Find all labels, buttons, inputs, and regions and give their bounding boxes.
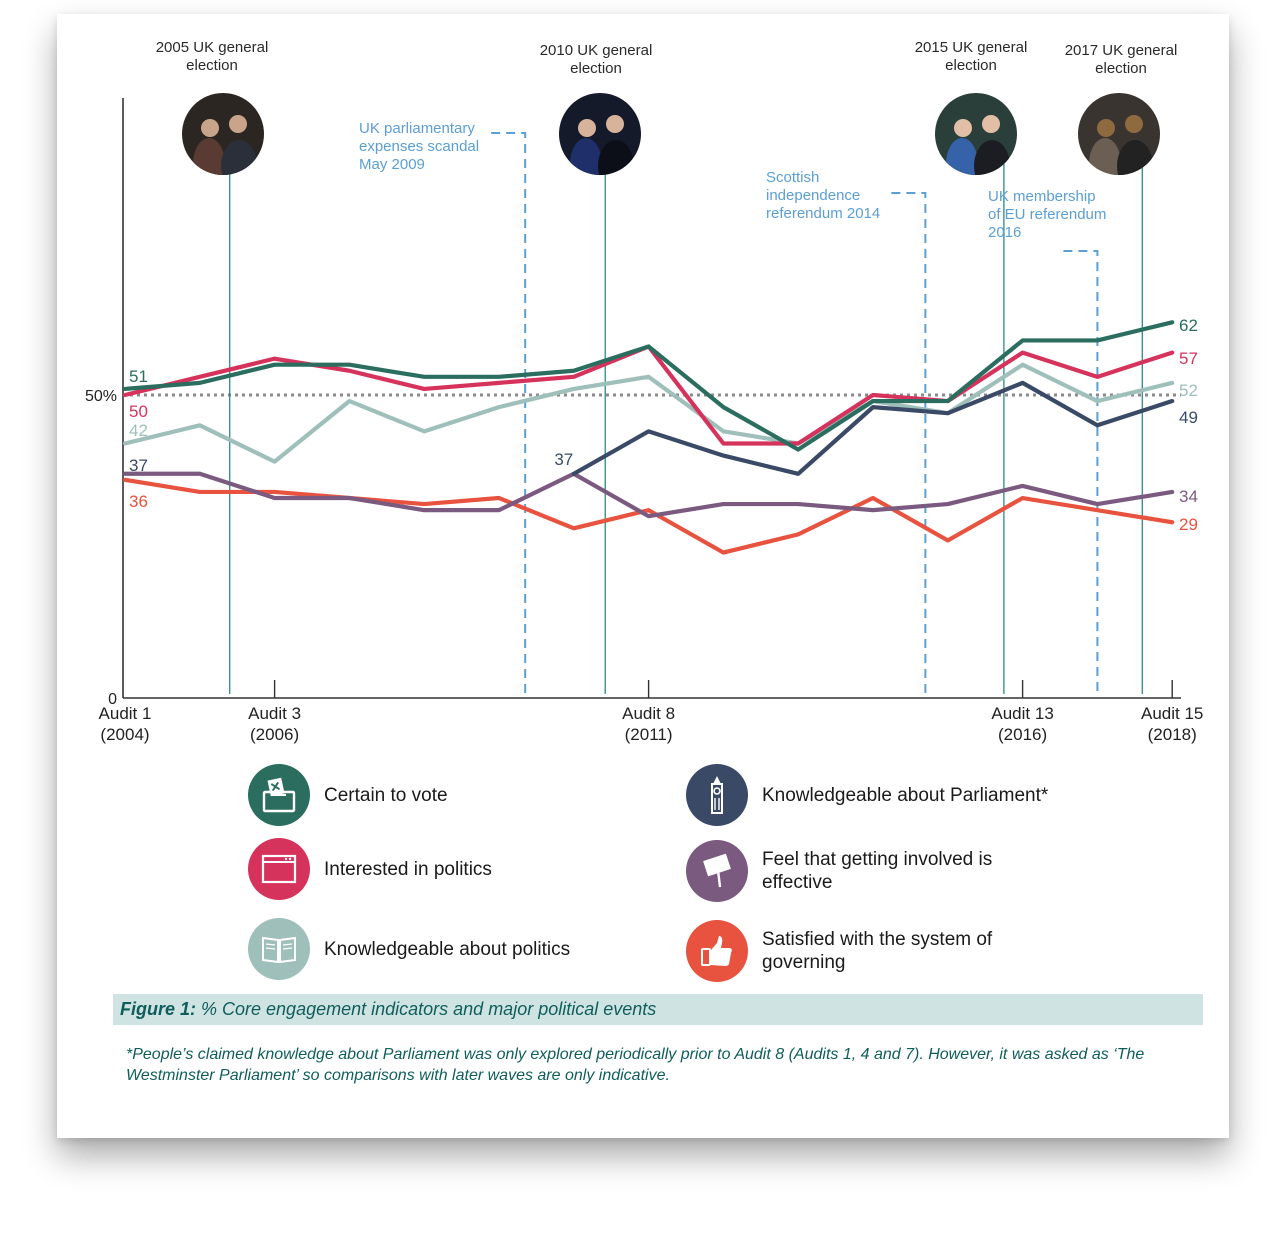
- election-label: election: [945, 57, 997, 74]
- person-body: [1117, 140, 1153, 175]
- big-ben-icon: [686, 764, 748, 826]
- y-tick-label: 50%: [85, 388, 117, 405]
- series-line: [571, 380, 1175, 476]
- person-body: [221, 140, 257, 175]
- series-end-value-label: 29: [1179, 515, 1198, 534]
- figure-number: Figure 1:: [120, 999, 197, 1019]
- photo-2015-election: [935, 93, 1017, 175]
- person-head: [229, 115, 247, 133]
- series-end-value-label: 62: [1179, 316, 1198, 335]
- election-label: 2010 UK general: [540, 42, 653, 59]
- legend-label: Certain to vote: [324, 784, 448, 806]
- thumbs-up-icon: [686, 920, 748, 982]
- person-head: [606, 115, 624, 133]
- event-label: expenses scandal: [359, 138, 479, 155]
- series-line: [122, 477, 1175, 555]
- x-tick-label: Audit 1: [99, 704, 152, 723]
- person-body: [570, 138, 602, 175]
- series-start-value-label: 36: [129, 492, 148, 511]
- person-head: [1097, 119, 1115, 137]
- x-tick-label: Audit 15: [1141, 704, 1203, 723]
- series-start-value-label: 37: [129, 456, 148, 475]
- x-tick-label: (2018): [1148, 725, 1197, 744]
- election-label: 2015 UK general: [915, 39, 1028, 56]
- person-body: [946, 138, 978, 175]
- x-tick-label: Audit 13: [991, 704, 1053, 723]
- event-marker-dashed-line: [891, 192, 927, 696]
- event-label: independence: [766, 187, 860, 204]
- event-marker-dashed-line: [491, 132, 527, 696]
- x-tick-label: (2006): [250, 725, 299, 744]
- x-tick-label: (2016): [998, 725, 1047, 744]
- line-chart: 0 50% Audit 1 (2004) Audit 3 (2006) Audit 8 (20…: [85, 39, 1203, 744]
- placard-icon: [686, 840, 748, 902]
- series-start-value-label: 51: [129, 367, 148, 386]
- legend-item-interested-in-politics: Interested in politics: [248, 838, 492, 900]
- person-head: [201, 119, 219, 137]
- event-label: UK membership: [988, 188, 1096, 205]
- event-marker-dashed-line: [1063, 250, 1099, 696]
- legend-item-knowledgeable-about-politics: Knowledgeable about politics: [248, 918, 570, 980]
- election-label: 2005 UK general: [156, 39, 269, 56]
- photo-2010-election: [559, 93, 641, 175]
- election-label: election: [186, 57, 238, 74]
- series-start-value-label: 42: [129, 421, 148, 440]
- series-end-value-label: 52: [1179, 381, 1198, 400]
- event-label: 2016: [988, 224, 1021, 241]
- person-body: [974, 140, 1010, 175]
- series-line: [122, 362, 1175, 464]
- event-label: referendum 2014: [766, 205, 880, 222]
- event-label: Scottish: [766, 169, 819, 186]
- photo-figures: [1089, 115, 1153, 175]
- legend-label: Knowledgeable about Parliament*: [762, 784, 1049, 806]
- series-end-value-label: 34: [1179, 487, 1198, 506]
- legend-item-getting-involved-effective: Feel that getting involved is effective: [686, 840, 1032, 902]
- series-line: [122, 471, 1175, 519]
- legend-item-certain-to-vote: Certain to vote: [248, 764, 448, 826]
- person-head: [1125, 115, 1143, 133]
- figure-caption: Figure 1: % Core engagement indicators a…: [113, 994, 1203, 1025]
- photo-figures: [570, 115, 634, 175]
- photo-figures: [193, 115, 257, 175]
- figure-caption-text: % Core engagement indicators and major p…: [196, 999, 657, 1019]
- election-label: election: [1095, 60, 1147, 77]
- legend-label: Satisfied with the system of governing: [762, 929, 993, 973]
- book-icon: [248, 918, 310, 980]
- legend-label: Feel that getting involved is effective: [762, 849, 993, 893]
- legend-item-knowledgeable-about-parliament: Knowledgeable about Parliament*: [686, 764, 1048, 826]
- person-head: [982, 115, 1000, 133]
- x-tick-label: (2011): [625, 725, 673, 744]
- ballot-box-icon: [248, 764, 310, 826]
- photo-2005-election: [182, 93, 264, 175]
- series-start-value-label: 37: [554, 450, 573, 469]
- browser-window-icon: [248, 838, 310, 900]
- person-head: [578, 119, 596, 137]
- person-body: [193, 138, 225, 175]
- election-label: election: [570, 60, 622, 77]
- person-body: [1089, 138, 1121, 175]
- legend-label: Interested in politics: [324, 858, 492, 880]
- legend-label: Knowledgeable about politics: [324, 938, 571, 960]
- legend-item-satisfied-with-system: Satisfied with the system of governing: [686, 920, 1032, 982]
- x-tick-label: Audit 3: [248, 704, 301, 723]
- footnote: *People’s claimed knowledge about Parlia…: [126, 1046, 1145, 1084]
- event-label: UK parliamentary: [359, 120, 475, 137]
- photo-figures: [946, 115, 1010, 175]
- y-tick-label: 0: [108, 691, 117, 708]
- event-label: of EU referendum: [988, 206, 1106, 223]
- figure-card: 0 50% Audit 1 (2004) Audit 3 (2006) Audit 8 (20…: [57, 14, 1229, 1138]
- x-tick-label: (2004): [100, 725, 149, 744]
- event-label: May 2009: [359, 156, 425, 173]
- series-line: [122, 320, 1175, 452]
- person-head: [954, 119, 972, 137]
- series-start-value-label: 50: [129, 402, 148, 421]
- election-label: 2017 UK general: [1065, 42, 1178, 59]
- series-end-value-label: 57: [1179, 349, 1198, 368]
- photo-2017-election: [1078, 93, 1160, 175]
- person-body: [598, 140, 634, 175]
- x-tick-label: Audit 8: [622, 704, 675, 723]
- series-end-value-label: 49: [1179, 408, 1198, 427]
